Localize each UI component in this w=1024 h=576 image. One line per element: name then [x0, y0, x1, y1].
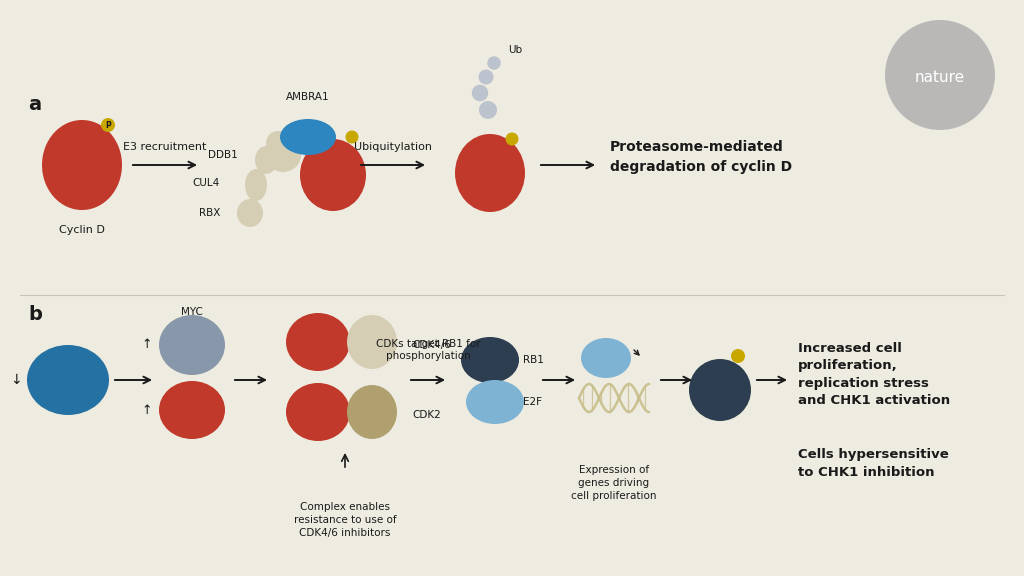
Text: Cyclin D: Cyclin D — [59, 225, 104, 235]
Text: AMBRA1: AMBRA1 — [286, 92, 330, 102]
Text: b: b — [28, 305, 42, 324]
Ellipse shape — [101, 118, 115, 132]
Ellipse shape — [731, 349, 745, 363]
Text: E2F: E2F — [523, 397, 542, 407]
Text: CUL4: CUL4 — [193, 178, 220, 188]
Ellipse shape — [27, 345, 109, 415]
Ellipse shape — [159, 381, 225, 439]
Text: RBX: RBX — [199, 208, 220, 218]
Ellipse shape — [245, 169, 267, 201]
Ellipse shape — [478, 70, 494, 85]
Text: nature: nature — [914, 70, 965, 85]
Text: Expression of
genes driving
cell proliferation: Expression of genes driving cell prolife… — [571, 465, 656, 501]
Ellipse shape — [280, 119, 336, 155]
Ellipse shape — [472, 85, 488, 101]
Ellipse shape — [466, 380, 524, 424]
Text: P: P — [105, 120, 111, 130]
Text: DDB1: DDB1 — [208, 150, 238, 160]
Ellipse shape — [581, 338, 631, 378]
Ellipse shape — [461, 337, 519, 383]
Ellipse shape — [237, 199, 263, 227]
Text: Ubiquitylation: Ubiquitylation — [354, 142, 432, 152]
Ellipse shape — [266, 131, 290, 155]
Ellipse shape — [479, 101, 497, 119]
Text: CDKs target RB1 for
phosphorylation: CDKs target RB1 for phosphorylation — [376, 339, 480, 361]
Text: Ub: Ub — [508, 45, 522, 55]
Text: CDK4/6: CDK4/6 — [412, 340, 451, 350]
Text: a: a — [28, 95, 41, 114]
Text: RB1: RB1 — [523, 355, 544, 365]
Text: Cells hypersensitive
to CHK1 inhibition: Cells hypersensitive to CHK1 inhibition — [798, 448, 949, 479]
Ellipse shape — [347, 315, 397, 369]
Ellipse shape — [265, 138, 301, 172]
Ellipse shape — [159, 315, 225, 375]
Text: MYC: MYC — [181, 307, 203, 317]
Ellipse shape — [42, 120, 122, 210]
Ellipse shape — [255, 146, 278, 174]
Ellipse shape — [286, 313, 350, 371]
Text: ↑: ↑ — [141, 339, 152, 351]
Ellipse shape — [347, 385, 397, 439]
Text: Increased cell
proliferation,
replication stress
and CHK1 activation: Increased cell proliferation, replicatio… — [798, 342, 950, 407]
Ellipse shape — [455, 134, 525, 212]
Ellipse shape — [885, 20, 995, 130]
Text: E3 recruitment: E3 recruitment — [123, 142, 207, 152]
Text: Proteasome-mediated
degradation of cyclin D: Proteasome-mediated degradation of cycli… — [610, 140, 793, 174]
Text: Complex enables
resistance to use of
CDK4/6 inhibitors: Complex enables resistance to use of CDK… — [294, 502, 396, 539]
Text: CDK2: CDK2 — [412, 410, 440, 420]
Ellipse shape — [487, 56, 501, 70]
Ellipse shape — [345, 131, 358, 143]
Ellipse shape — [506, 132, 518, 146]
Ellipse shape — [689, 359, 751, 421]
Ellipse shape — [300, 139, 366, 211]
Text: ↓: ↓ — [10, 373, 22, 387]
Text: ↑: ↑ — [141, 404, 152, 416]
Ellipse shape — [286, 383, 350, 441]
